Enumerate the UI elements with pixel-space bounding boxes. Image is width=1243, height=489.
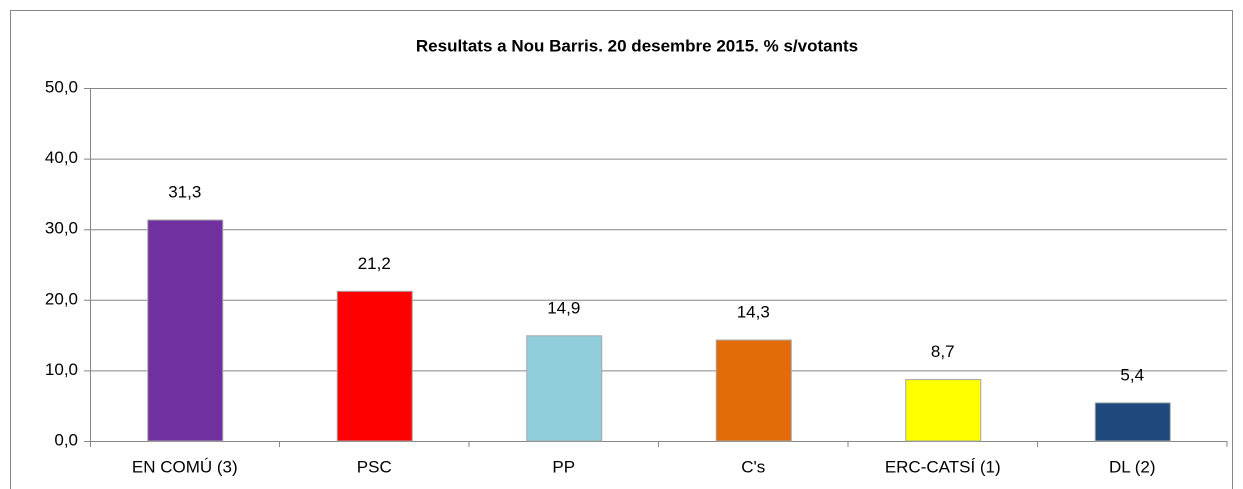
data-label: 21,2 bbox=[358, 254, 391, 273]
data-label: 5,4 bbox=[1120, 365, 1144, 384]
y-tick-label: 20,0 bbox=[45, 289, 78, 308]
x-tick-label: DL (2) bbox=[1109, 457, 1156, 476]
y-tick-label: 40,0 bbox=[45, 148, 78, 167]
y-tick-label: 50,0 bbox=[45, 77, 78, 96]
x-tick-label: C's bbox=[741, 457, 765, 476]
y-tick-label: 30,0 bbox=[45, 219, 78, 238]
bar bbox=[147, 219, 224, 442]
y-tick-label: 0,0 bbox=[54, 430, 78, 449]
bar bbox=[526, 335, 603, 442]
chart-title: Resultats a Nou Barris. 20 desembre 2015… bbox=[416, 36, 858, 55]
x-tick-label: PSC bbox=[357, 457, 392, 476]
x-tick-label: PP bbox=[552, 457, 575, 476]
x-tick-label: ERC-CATSÍ (1) bbox=[885, 457, 1001, 476]
data-label: 8,7 bbox=[931, 342, 955, 361]
x-tick-label: EN COMÚ (3) bbox=[132, 457, 238, 476]
bar bbox=[1094, 402, 1171, 442]
bar bbox=[905, 379, 982, 442]
data-label: 14,9 bbox=[547, 298, 580, 317]
data-label: 14,3 bbox=[737, 303, 770, 322]
data-label: 31,3 bbox=[168, 183, 201, 202]
y-tick-label: 10,0 bbox=[45, 360, 78, 379]
bar bbox=[715, 339, 792, 442]
bar bbox=[336, 290, 413, 442]
